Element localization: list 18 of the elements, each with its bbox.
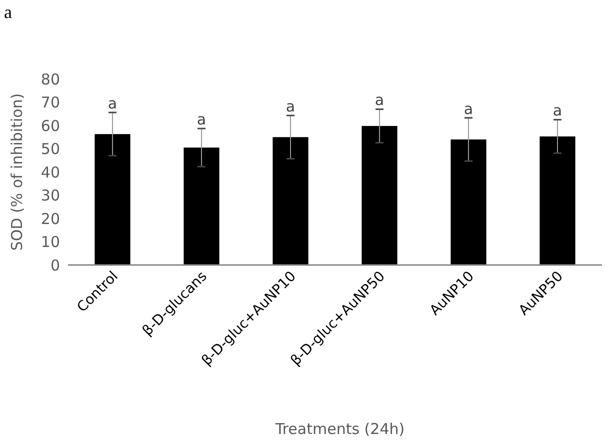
- y-tick-label: 70: [40, 94, 60, 112]
- annotation: a: [552, 102, 562, 120]
- annotation: a: [374, 91, 384, 110]
- y-tick-label: 60: [40, 116, 60, 135]
- y-tick-label: 30: [40, 186, 60, 204]
- annotation: a: [108, 94, 118, 112]
- y-axis-title: SOD (% of inhibition): [8, 93, 26, 251]
- y-tick-label: 0: [50, 256, 60, 274]
- x-axis-title: Treatments (24h): [274, 420, 405, 438]
- y-tick-label: 20: [40, 210, 60, 228]
- y-tick-label: 80: [40, 70, 60, 88]
- annotation: a: [464, 100, 474, 118]
- annotation: a: [286, 98, 296, 116]
- chart-title: a: [4, 2, 12, 22]
- y-tick-label: 10: [40, 233, 60, 251]
- y-tick-label: 40: [40, 163, 60, 182]
- annotation: a: [196, 110, 206, 129]
- y-tick-label: 50: [40, 140, 60, 158]
